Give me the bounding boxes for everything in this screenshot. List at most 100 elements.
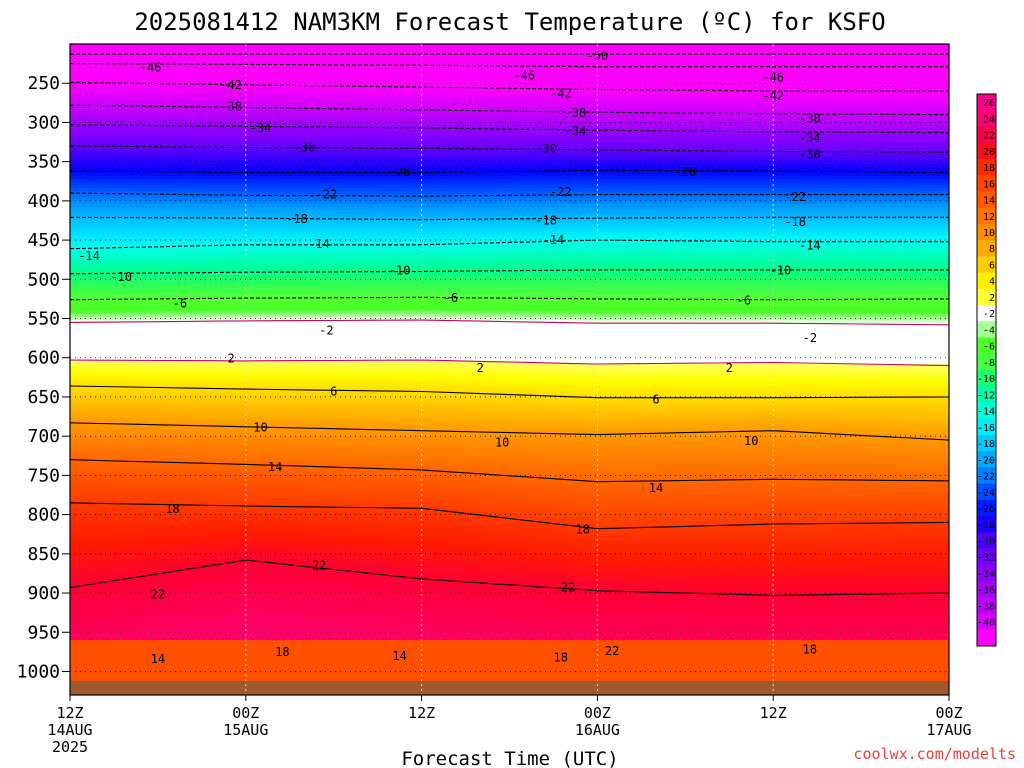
colorbar-swatch — [977, 207, 996, 225]
colorbar-tick-label: -20 — [977, 455, 995, 466]
y-tick-label: 550 — [27, 309, 60, 330]
contour-label: -38 — [799, 112, 821, 126]
colorbar-tick-label: 14 — [983, 196, 995, 207]
contour-label: 22 — [151, 588, 165, 602]
contour-line — [70, 169, 949, 174]
contour-line — [70, 104, 949, 116]
contour-label: 18 — [554, 650, 568, 664]
contour-label: -10 — [389, 264, 411, 278]
contour-label: 22 — [605, 644, 619, 658]
contour-line — [70, 359, 949, 367]
contour-label: 14 — [649, 481, 663, 495]
colorbar-swatch — [977, 516, 996, 533]
contour-label: -34 — [799, 131, 821, 145]
y-tick-label: 850 — [27, 544, 60, 565]
colorbar-tick-label: -38 — [977, 601, 995, 612]
y-tick-label: 300 — [27, 112, 60, 133]
contour-label: 6 — [330, 384, 337, 398]
contour-label: -6 — [737, 293, 751, 307]
colorbar-tick-label: 4 — [989, 277, 995, 288]
y-tick-label: 450 — [27, 230, 60, 251]
colorbar-tick-label: 24 — [983, 114, 995, 125]
colorbar-swatch — [977, 337, 996, 355]
contour-label: 10 — [253, 421, 267, 435]
colorbar-swatch — [977, 467, 996, 485]
colorbar-swatch — [977, 370, 996, 387]
grid-lines — [70, 44, 949, 695]
colorbar-swatch — [977, 175, 996, 192]
contour-line — [70, 385, 949, 399]
contour-label: 2 — [726, 361, 733, 375]
contour-label: -22 — [550, 185, 572, 199]
contour-label: 14 — [151, 652, 165, 666]
x-tick-label: 12Z — [408, 704, 435, 722]
colorbar-swatch — [977, 321, 996, 339]
colorbar-tick-label: -14 — [977, 407, 995, 418]
contour-label: -46 — [140, 61, 162, 75]
y-tick-label: 700 — [27, 426, 60, 447]
colorbar-tick-label: -22 — [977, 472, 995, 483]
colorbar-frame — [976, 93, 997, 647]
y-tick-label: 900 — [27, 583, 60, 604]
colorbar-swatch — [977, 418, 996, 436]
colorbar-tick-label: 18 — [983, 163, 995, 174]
contour-label: -22 — [784, 190, 806, 204]
contour-label: -14 — [308, 237, 330, 251]
colorbar-tick-label: 20 — [983, 147, 995, 158]
contour-line — [70, 319, 949, 326]
x-tick-label: 00Z — [935, 704, 962, 722]
contour-label: -42 — [220, 78, 242, 92]
x-tick-label: 16AUG — [575, 721, 620, 739]
x-tick-label: 00Z — [584, 704, 611, 722]
colorbar-tick-label: 6 — [989, 260, 995, 271]
contour-label: 14 — [268, 460, 282, 474]
contour-label: -42 — [762, 89, 784, 103]
contour-label: -6 — [444, 291, 458, 305]
contour-label: -34 — [565, 124, 587, 138]
colorbar-tick-label: -30 — [977, 536, 995, 547]
colorbar-swatch — [977, 483, 996, 501]
contour-label: -38 — [220, 100, 242, 114]
x-tick-label: 12Z — [760, 704, 787, 722]
contour-label: -50 — [587, 49, 609, 63]
colorbar-swatch — [977, 613, 996, 631]
contour-label: -18 — [784, 215, 806, 229]
colorbar-tick-label: 2 — [989, 293, 995, 304]
colorbar: 26 24 22 20 18 16 14 12 10 8 6 4 2 -2 -4 -6 -8 -10 -12 -14 -… — [976, 93, 997, 647]
colorbar-swatch — [977, 564, 996, 582]
contour-label: 18 — [275, 645, 289, 659]
contour-lines — [70, 53, 949, 596]
plot-frame — [69, 43, 950, 696]
contour-label: -30 — [294, 141, 316, 155]
colorbar-tick-label: 8 — [989, 244, 995, 255]
contour-label: -18 — [286, 212, 308, 226]
chart-title: 2025081412 NAM3KM Forecast Temperature (… — [134, 8, 885, 36]
contour-label: 6 — [652, 392, 659, 406]
colorbar-tick-label: -34 — [977, 569, 995, 580]
contour-label: -38 — [565, 106, 587, 120]
colorbar-swatch — [977, 305, 996, 322]
x-tick-label: 14AUG — [47, 721, 92, 739]
colorbar-tick-label: 22 — [983, 131, 995, 142]
colorbar-swatch — [977, 240, 996, 257]
contour-label: -46 — [762, 71, 784, 85]
colorbar-tick-label: -2 — [983, 309, 995, 320]
contour-line — [70, 422, 949, 441]
contour-label: -2 — [803, 331, 817, 345]
colorbar-tick-label: -10 — [977, 374, 995, 385]
contour-label: -18 — [535, 213, 557, 227]
colorbar-tick-label: 12 — [983, 212, 995, 223]
y-tick-label: 250 — [27, 73, 60, 94]
contour-label: 14 — [392, 649, 406, 663]
x-axis-label: Forecast Time (UTC) — [401, 748, 618, 768]
contour-label: -10 — [110, 270, 132, 284]
contour-label: 18 — [576, 523, 590, 537]
colorbar-tick-label: -40 — [977, 618, 995, 629]
colorbar-swatch — [977, 288, 996, 306]
colorbar-swatch — [977, 386, 996, 403]
contour-line — [70, 559, 949, 596]
contour-label: -14 — [78, 249, 100, 263]
colorbar-tick-label: -18 — [977, 439, 995, 450]
x-tick-label: 15AUG — [223, 721, 268, 739]
